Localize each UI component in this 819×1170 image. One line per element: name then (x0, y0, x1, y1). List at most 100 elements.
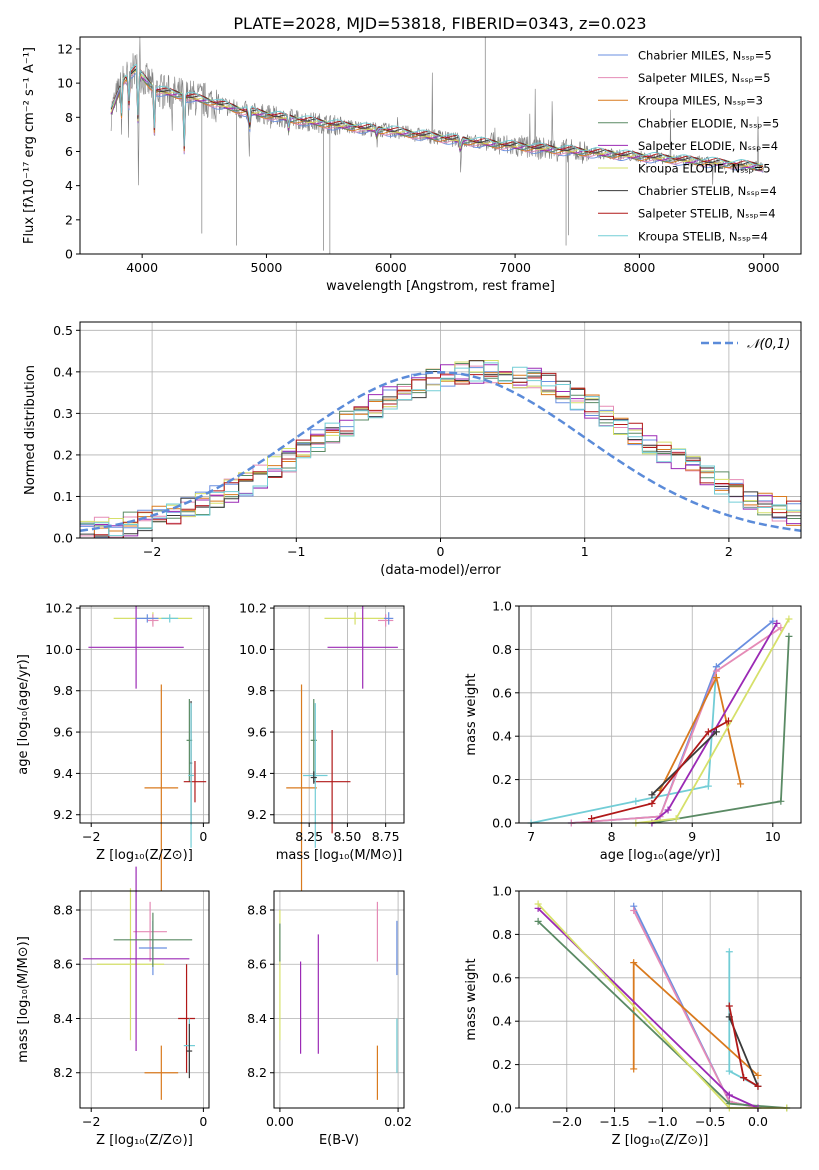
spectrum-xtick-label: 5000 (251, 260, 283, 275)
mass-age-xtick-label: 8.75 (372, 829, 400, 844)
z-weight-ylabel: mass weight (464, 958, 479, 1040)
age-weight-ytick-label: 0.0 (492, 816, 512, 831)
legend-label-chabrier-stelib: Chabrier STELIB, Nₛₛₚ=4 (638, 184, 777, 198)
legend-label-chabrier-elodie: Chabrier ELODIE, Nₛₛₚ=5 (638, 116, 779, 130)
spectrum-ylabel: Flux [fλ10⁻¹⁷ erg cm⁻² s⁻¹ A⁻¹] (22, 47, 37, 244)
age-weight-marker-kroupa-miles (712, 674, 720, 682)
ebv-mass-ytick-label: 8.8 (247, 902, 267, 917)
residuals-ytick-label: 0.1 (53, 489, 73, 504)
spectrum-frame (79, 36, 802, 255)
spectrum-ytick-label: 0 (65, 247, 73, 262)
mass-age-ytick-label: 10.2 (239, 601, 267, 616)
z-weight-marker-salpeter-stelib (740, 1074, 748, 1082)
z-weight-marker-kroupa-miles (630, 1065, 638, 1073)
z-weight-marker-kroupa-stelib (725, 948, 733, 956)
z-mass-xtick-label: 0 (199, 1114, 207, 1129)
spectrum-ytick-label: 10 (57, 76, 73, 91)
residuals-xtick-label: 1 (581, 544, 589, 559)
z-weight-ytick-label: 0.4 (492, 1014, 512, 1029)
age-weight-marker-salpeter-stelib (724, 717, 732, 725)
z-mass-xtick-label: −2 (82, 1114, 100, 1129)
spectrum-xtick-label: 9000 (748, 260, 780, 275)
residuals-ytick-label: 0.5 (53, 323, 73, 338)
age-weight-marker-salpeter-elodie (664, 806, 672, 814)
z-age-ytick-label: 9.4 (53, 766, 73, 781)
spectrum-model-chabrier-stelib (110, 68, 764, 168)
age-weight-ytick-label: 1.0 (492, 599, 512, 614)
age-weight-marker-chabrier-miles (769, 617, 777, 625)
age-weight-line-salpeter-stelib (591, 720, 729, 820)
z-weight-frame (518, 890, 802, 1109)
ebv-mass-ytick-label: 8.4 (247, 1011, 267, 1026)
mass-age-xtick-label: 8.50 (333, 829, 361, 844)
normal-curve (79, 371, 802, 532)
ebv-mass-ytick-label: 8.6 (247, 957, 267, 972)
spectrum-xtick-label: 8000 (623, 260, 655, 275)
age-weight-marker-chabrier-elodie (785, 632, 793, 640)
z-age-ytick-label: 9.6 (53, 725, 73, 740)
spectrum-ytick-label: 12 (57, 41, 73, 56)
legend-label-salpeter-miles: Salpeter MILES, Nₛₛₚ=5 (638, 71, 771, 85)
z-age-xlabel: Z [log₁₀(Z/Z⊙)] (96, 848, 193, 863)
z-weight-ytick-label: 0.8 (492, 927, 512, 942)
spectrum-xtick-label: 6000 (375, 260, 407, 275)
z-weight-marker-salpeter-miles (630, 907, 638, 915)
age-weight-ytick-label: 0.6 (492, 685, 512, 700)
z-weight-marker-kroupa-elodie (534, 900, 542, 908)
z-weight-ytick-label: 0.2 (492, 1057, 512, 1072)
z-weight-marker-kroupa-miles (754, 1071, 762, 1079)
residuals-xlabel: (data-model)/error (380, 563, 501, 578)
z-age-xtick-label: 0 (199, 829, 207, 844)
z-weight-marker-kroupa-stelib (725, 1067, 733, 1075)
residuals-xtick-label: 0 (437, 544, 445, 559)
spectrum-model-salpeter-stelib (110, 65, 763, 167)
residual-hist-salpeter-stelib (80, 371, 801, 539)
z-weight-marker-salpeter-stelib (754, 1082, 762, 1090)
spectrum-xtick-label: 7000 (499, 260, 531, 275)
spectrum-ytick-label: 2 (65, 212, 73, 227)
age-weight-marker-chabrier-stelib (648, 791, 656, 799)
z-weight-line-chabrier-miles (632, 905, 759, 1109)
legend-label-kroupa-stelib: Kroupa STELIB, Nₛₛₚ=4 (638, 229, 768, 243)
z-mass-ylabel: mass [log₁₀(M/M⊙)] (16, 936, 31, 1063)
z-weight-xtick-label: −1.5 (599, 1114, 629, 1129)
age-weight-ylabel: mass weight (464, 673, 479, 755)
z-weight-line-salpeter-miles (632, 910, 759, 1109)
z-age-ytick-label: 9.2 (53, 807, 73, 822)
z-mass-ytick-label: 8.8 (53, 902, 73, 917)
figure-title: PLATE=2028, MJD=53818, FIBERID=0343, z=0… (233, 14, 646, 33)
z-age-ylabel: age [log₁₀(age/yr)] (16, 654, 31, 775)
z-age-xtick-label: −2 (82, 829, 100, 844)
z-age-ytick-label: 10.0 (45, 642, 73, 657)
age-weight-frame (518, 605, 802, 824)
age-weight-marker-kroupa-stelib (704, 782, 712, 790)
residual-hist-kroupa-stelib (80, 362, 801, 537)
ebv-mass-xtick-label: 0.00 (266, 1114, 294, 1129)
residuals-xtick-label: −2 (143, 544, 161, 559)
age-weight-line-kroupa-stelib (530, 666, 718, 824)
age-weight-ytick-label: 0.4 (492, 729, 512, 744)
spectrum-xtick-label: 4000 (126, 260, 158, 275)
age-weight-ytick-label: 0.2 (492, 772, 512, 787)
z-weight-ytick-label: 0.0 (492, 1101, 512, 1116)
spectrum-ytick-label: 8 (65, 110, 73, 125)
age-weight-xtick-label: 8 (608, 829, 616, 844)
mass-age-frame (273, 605, 405, 824)
legend-label-chabrier-miles: Chabrier MILES, Nₛₛₚ=5 (638, 49, 772, 63)
z-weight-xtick-label: −1.0 (647, 1114, 677, 1129)
age-weight-line-kroupa-miles (659, 674, 742, 791)
age-weight-marker-salpeter-stelib (648, 799, 656, 807)
z-weight-marker-kroupa-miles (630, 959, 638, 967)
legend-label-normal: 𝒩(0,1) (747, 337, 790, 352)
z-weight-xtick-label: −2.0 (552, 1114, 582, 1129)
legend-label-kroupa-elodie: Kroupa ELODIE, Nₛₛₚ=5 (638, 162, 771, 176)
age-weight-marker-kroupa-stelib (632, 797, 640, 805)
ebv-mass-xlabel: E(B-V) (319, 1133, 359, 1148)
ebv-mass-xtick-label: 0.02 (384, 1114, 412, 1129)
z-mass-ytick-label: 8.4 (53, 1011, 73, 1026)
mass-age-ytick-label: 10.0 (239, 642, 267, 657)
age-weight-marker-kroupa-elodie (672, 815, 680, 823)
mass-age-xtick-label: 8.25 (295, 829, 323, 844)
residuals-ylabel: Normed distribution (23, 365, 38, 495)
